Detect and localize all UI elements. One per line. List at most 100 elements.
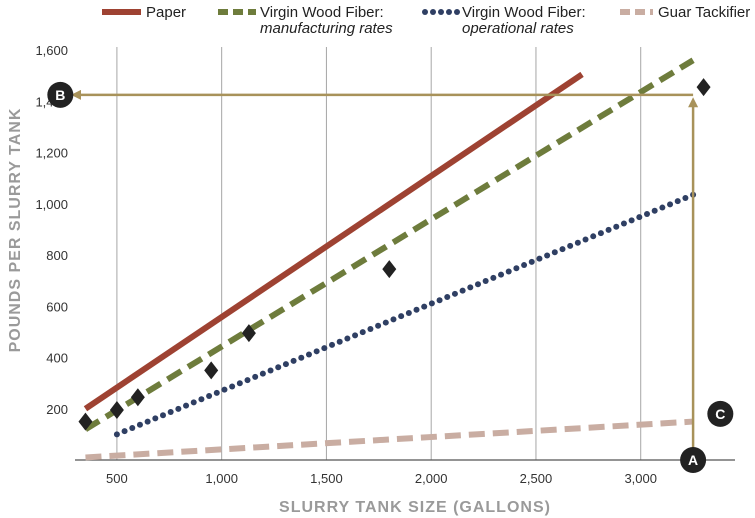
series-dot xyxy=(574,239,581,246)
y-tick-label-1000: 1,000 xyxy=(35,197,68,212)
series-dot xyxy=(152,415,159,422)
legend-swatch-dot xyxy=(422,9,428,15)
series-dot xyxy=(636,214,643,221)
series-dot xyxy=(252,373,259,380)
x-tick-label-1500: 1,500 xyxy=(310,471,343,486)
series-dot xyxy=(144,418,151,425)
legend-item-guar-tackifier: Guar Tackifier xyxy=(620,4,750,21)
series-dot xyxy=(298,354,305,361)
series-dot xyxy=(605,226,612,233)
series-dot xyxy=(521,262,528,269)
series-dot xyxy=(505,268,512,275)
data-point-diamond xyxy=(241,324,256,343)
series-dot xyxy=(544,252,551,259)
series xyxy=(83,57,697,461)
legend-sublabel-operational-rates: operational rates xyxy=(462,20,574,37)
legend-swatch-dot xyxy=(454,9,460,15)
series-dot xyxy=(267,367,274,374)
legend-swatch-dot xyxy=(438,9,444,15)
y-tick-label-400: 400 xyxy=(46,351,68,366)
series-dot xyxy=(213,389,220,396)
legend: Paper Virgin Wood Fiber: manufacturing r… xyxy=(102,4,750,37)
data-point-diamond xyxy=(109,401,124,420)
series-dot xyxy=(428,300,435,307)
series-dot xyxy=(221,386,228,393)
series-dot xyxy=(498,271,505,278)
series-dot xyxy=(167,409,174,416)
annotation-circle xyxy=(680,447,707,473)
y-tick-label-600: 600 xyxy=(46,299,68,314)
x-tick-label-500: 500 xyxy=(106,471,128,486)
series-dot xyxy=(367,325,374,332)
data-point-diamond xyxy=(696,78,711,97)
series-dot xyxy=(451,290,458,297)
series-dot xyxy=(359,329,366,336)
series-dot xyxy=(382,319,389,326)
series-dot xyxy=(275,364,282,371)
series-dot xyxy=(236,380,243,387)
series-dot xyxy=(490,274,497,281)
series-dot xyxy=(659,204,666,211)
y-tick-label-200: 200 xyxy=(46,402,68,417)
series-dot xyxy=(206,393,213,400)
legend-label-virgin-wood-manufacturing: Virgin Wood Fiber: xyxy=(260,4,384,21)
y-tick-label-800: 800 xyxy=(46,248,68,263)
series-dot xyxy=(136,421,143,428)
series-line-paper xyxy=(83,71,584,412)
data-point-diamond xyxy=(130,388,145,407)
annotation-circle xyxy=(707,400,734,427)
series-dot xyxy=(321,345,328,352)
series-dot xyxy=(459,287,466,294)
annotations: A B C xyxy=(47,81,734,473)
series-dot xyxy=(482,278,489,285)
legend-item-virgin-wood-operational: Virgin Wood Fiber: operational rates xyxy=(422,4,586,37)
series-dot xyxy=(129,424,136,431)
series-dot xyxy=(398,313,405,320)
series-dot xyxy=(405,309,412,316)
legend-swatch-virgin-wood-operational xyxy=(422,9,460,15)
legend-label-guar-tackifier: Guar Tackifier xyxy=(658,4,750,21)
series-dot xyxy=(329,341,336,348)
series-dot xyxy=(567,242,574,249)
series-dot xyxy=(113,431,120,438)
series-dot xyxy=(352,332,359,339)
series-line-virgin-wood-operational xyxy=(113,191,697,438)
guide-arrows xyxy=(71,89,699,460)
series-dot xyxy=(175,405,182,412)
series-line-guar-tackifier xyxy=(85,418,694,461)
annotation-circle xyxy=(47,81,74,108)
legend-label-paper: Paper xyxy=(146,4,186,21)
grid: 500 1,000 1,500 2,000 2,500 3,000 200 400 600 800… xyxy=(35,43,657,486)
series-dot xyxy=(682,194,689,201)
series-dot xyxy=(259,370,266,377)
data-points xyxy=(78,78,711,431)
series-dot xyxy=(582,236,589,243)
series-dot xyxy=(305,351,312,358)
series-dot xyxy=(528,258,535,265)
series-dot xyxy=(229,383,236,390)
series-dot xyxy=(421,303,428,310)
series-dot xyxy=(290,357,297,364)
legend-swatch-dot xyxy=(446,9,452,15)
annotation-marker-a: A xyxy=(680,447,707,473)
series-dot xyxy=(513,265,520,272)
legend-item-virgin-wood-manufacturing: Virgin Wood Fiber: manufacturing rates xyxy=(218,4,393,37)
series-line-virgin-wood-manufacturing xyxy=(83,57,695,432)
data-point-diamond xyxy=(204,361,219,380)
legend-swatch-dot xyxy=(430,9,436,15)
annotation-letter: A xyxy=(688,452,698,468)
series-dot xyxy=(644,210,650,217)
series-dot xyxy=(590,233,597,240)
series-dot xyxy=(413,306,420,313)
series-dot xyxy=(121,428,128,435)
series-dot xyxy=(474,281,481,288)
x-tick-label-2500: 2,500 xyxy=(520,471,553,486)
series-dot xyxy=(198,396,205,403)
series-dot xyxy=(536,255,543,262)
annotation-marker-b: B xyxy=(47,81,74,108)
series-dot xyxy=(674,198,681,205)
data-point-diamond xyxy=(78,412,93,431)
series-dot xyxy=(620,220,627,227)
series-dot xyxy=(244,377,251,384)
